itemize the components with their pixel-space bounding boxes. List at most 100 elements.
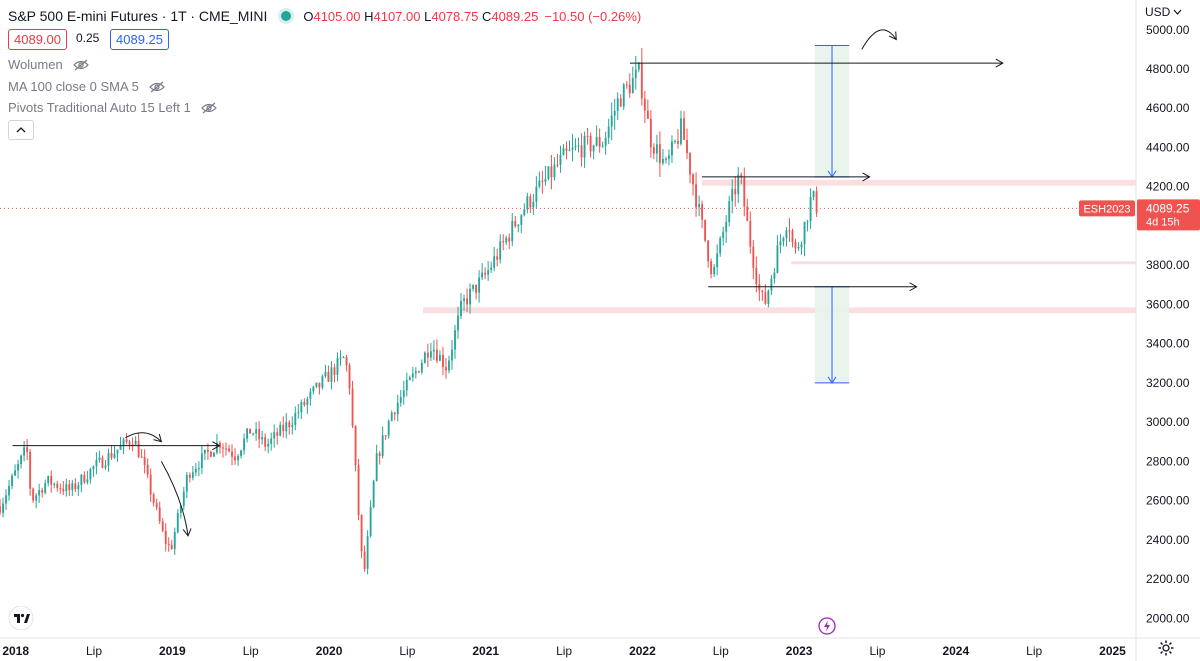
candle-body [743, 177, 746, 207]
candle-body [622, 84, 625, 107]
candle [378, 450, 381, 465]
candle [297, 403, 300, 419]
candle [580, 133, 583, 167]
candle [291, 416, 294, 435]
candle [213, 451, 215, 457]
price-tick-label: 2600.00 [1146, 494, 1190, 508]
tradingview-logo-icon[interactable] [8, 606, 34, 630]
candle [98, 450, 101, 463]
candle-body [550, 166, 553, 178]
candle-body [707, 240, 710, 262]
candle-body [634, 69, 637, 79]
candle [499, 234, 502, 264]
price-tick-label: 4400.00 [1146, 140, 1190, 154]
candle [200, 445, 203, 475]
ohlc-values: O4105.00 H4107.00 L4078.75 C4089.25 [303, 9, 538, 24]
candle-body [170, 544, 173, 549]
candle-body [318, 382, 321, 388]
candle-body [815, 191, 818, 213]
price-tick-label: 3600.00 [1146, 297, 1190, 311]
candle [375, 444, 378, 482]
close-label: C [481, 8, 492, 24]
flash-icon[interactable] [818, 617, 836, 635]
candle [354, 425, 357, 472]
candle-body [478, 277, 481, 293]
candle-body [384, 435, 387, 437]
sell-price-button[interactable]: 4089.00 [8, 29, 67, 50]
candle [59, 483, 62, 494]
candle-body [309, 391, 312, 399]
eye-off-icon[interactable] [72, 59, 89, 71]
arc-top-2018 [125, 432, 162, 443]
buy-price-button[interactable]: 4089.25 [110, 29, 169, 50]
candle [743, 167, 746, 217]
indicator-ma[interactable]: MA 100 close 0 SMA 5 [8, 79, 165, 94]
close-value: 4089.25 [491, 8, 539, 24]
candle-body [137, 440, 140, 457]
candle [806, 219, 809, 232]
candle-body [5, 495, 7, 504]
candle [677, 129, 679, 149]
candle-body [155, 503, 158, 508]
indicator-volume[interactable]: Wolumen [8, 57, 89, 72]
collapse-legend-button[interactable] [8, 120, 34, 140]
candle [725, 215, 728, 243]
candle-body [785, 230, 788, 239]
candle-body [339, 357, 342, 359]
candle [246, 427, 249, 443]
candle [752, 240, 755, 280]
candle-body [625, 84, 628, 86]
candle [616, 92, 619, 121]
symbol-title[interactable]: S&P 500 E-mini Futures · 1T · CME_MINI [8, 8, 268, 24]
candle-body [381, 435, 384, 456]
candle-body [770, 278, 773, 291]
candle [306, 396, 309, 414]
candle-body [664, 158, 667, 160]
candle-body [686, 139, 688, 154]
candle [583, 131, 586, 168]
candle [622, 82, 625, 111]
candle [249, 428, 252, 434]
candle [586, 127, 589, 145]
eye-off-icon[interactable] [148, 81, 165, 93]
candle [731, 179, 734, 214]
candle [255, 421, 258, 441]
candle [649, 110, 652, 158]
chevron-down-icon [1173, 9, 1182, 15]
candle-body [62, 488, 65, 492]
candle [643, 90, 646, 123]
candle [128, 439, 131, 450]
candle-body [98, 457, 101, 461]
candle [95, 452, 98, 475]
gear-icon[interactable] [1158, 640, 1174, 656]
candle [779, 234, 782, 254]
eye-off-icon[interactable] [200, 102, 217, 114]
currency-selector[interactable]: USD [1145, 5, 1182, 19]
candle [764, 284, 767, 305]
candle [387, 419, 390, 439]
candle-body [8, 485, 10, 496]
candle [26, 439, 29, 461]
candle [568, 140, 571, 152]
candle [429, 342, 432, 362]
candle-body [451, 349, 453, 361]
candle [219, 440, 221, 454]
candle-body [752, 246, 755, 268]
candle [321, 374, 324, 390]
symbol-header[interactable]: S&P 500 E-mini Futures · 1T · CME_MINI O… [8, 7, 641, 25]
candle [785, 226, 788, 247]
candle-body [216, 442, 218, 453]
candle-body [300, 402, 303, 413]
candle [53, 482, 56, 489]
candle [661, 148, 664, 166]
indicator-pivots[interactable]: Pivots Traditional Auto 15 Left 1 [8, 100, 217, 115]
candle [396, 394, 399, 422]
candle [562, 144, 565, 156]
candle [719, 235, 722, 257]
candle [664, 156, 667, 164]
candle-body [803, 221, 806, 245]
candle-body [200, 453, 203, 469]
low-value: 4078.75 [431, 8, 479, 24]
